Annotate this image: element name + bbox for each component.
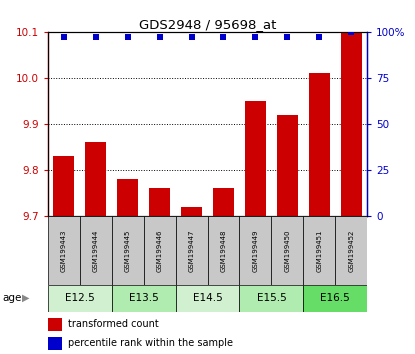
- Bar: [117, 179, 138, 216]
- Bar: [271, 216, 303, 285]
- Point: [61, 35, 67, 40]
- Text: E13.5: E13.5: [129, 293, 159, 303]
- Text: percentile rank within the sample: percentile rank within the sample: [68, 338, 233, 348]
- Bar: [85, 142, 106, 216]
- Point: [252, 35, 259, 40]
- Text: GSM199449: GSM199449: [252, 229, 259, 272]
- Bar: [208, 216, 239, 285]
- Text: GSM199450: GSM199450: [284, 229, 290, 272]
- Text: age: age: [2, 293, 22, 303]
- Bar: [80, 216, 112, 285]
- Text: E16.5: E16.5: [320, 293, 350, 303]
- Point: [124, 35, 131, 40]
- Point: [220, 35, 227, 40]
- Text: GSM199448: GSM199448: [220, 229, 227, 272]
- Bar: [239, 216, 271, 285]
- Bar: [309, 73, 330, 216]
- Text: E12.5: E12.5: [65, 293, 95, 303]
- Bar: [112, 216, 144, 285]
- Text: GSM199451: GSM199451: [316, 229, 322, 272]
- Bar: [303, 285, 367, 312]
- Bar: [48, 216, 80, 285]
- Bar: [176, 216, 208, 285]
- Bar: [245, 101, 266, 216]
- Bar: [112, 285, 176, 312]
- Text: GSM199445: GSM199445: [124, 229, 131, 272]
- Title: GDS2948 / 95698_at: GDS2948 / 95698_at: [139, 18, 276, 31]
- Text: transformed count: transformed count: [68, 319, 159, 329]
- Bar: [48, 285, 112, 312]
- Point: [156, 35, 163, 40]
- Bar: [48, 318, 62, 331]
- Text: E15.5: E15.5: [256, 293, 286, 303]
- Bar: [149, 188, 170, 216]
- Point: [316, 35, 323, 40]
- Bar: [277, 115, 298, 216]
- Text: GSM199452: GSM199452: [348, 229, 354, 272]
- Bar: [144, 216, 176, 285]
- Text: GSM199444: GSM199444: [93, 229, 99, 272]
- Bar: [213, 188, 234, 216]
- Text: GSM199447: GSM199447: [188, 229, 195, 272]
- Bar: [181, 207, 202, 216]
- Point: [348, 29, 354, 35]
- Text: GSM199443: GSM199443: [61, 229, 67, 272]
- Bar: [239, 285, 303, 312]
- Bar: [48, 337, 62, 350]
- Text: ▶: ▶: [22, 293, 29, 303]
- Bar: [341, 32, 362, 216]
- Bar: [53, 156, 74, 216]
- Point: [92, 35, 99, 40]
- Bar: [303, 216, 335, 285]
- Point: [284, 35, 290, 40]
- Text: GSM199446: GSM199446: [156, 229, 163, 272]
- Text: E14.5: E14.5: [193, 293, 222, 303]
- Bar: [335, 216, 367, 285]
- Bar: [176, 285, 239, 312]
- Point: [188, 35, 195, 40]
